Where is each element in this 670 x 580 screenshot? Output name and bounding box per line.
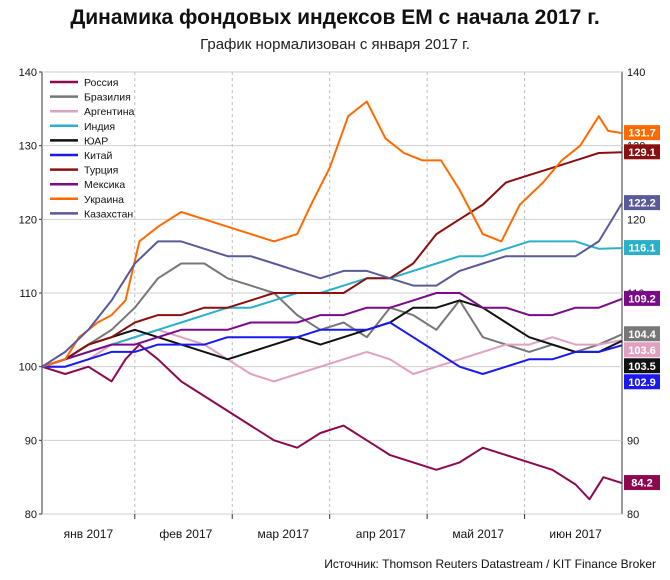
x-tick-label: апр 2017 bbox=[356, 527, 406, 541]
end-value-label: 104.4 bbox=[628, 329, 656, 341]
x-tick-label: мар 2017 bbox=[257, 527, 309, 541]
end-value-label: 109.2 bbox=[628, 293, 656, 305]
y-tick-label-left: 100 bbox=[19, 362, 37, 374]
legend-label: ЮАР bbox=[84, 135, 108, 147]
end-value-label: 122.2 bbox=[628, 198, 656, 210]
legend-label: Китай bbox=[84, 150, 113, 162]
end-value-label: 131.7 bbox=[628, 128, 656, 140]
end-value-badge bbox=[624, 326, 660, 342]
legend-label: Украина bbox=[84, 194, 124, 206]
end-value-label: 103.6 bbox=[628, 345, 656, 357]
series-line bbox=[41, 292, 623, 368]
series-line bbox=[41, 100, 623, 368]
series-line bbox=[41, 151, 623, 368]
x-tick-label: май 2017 bbox=[452, 527, 504, 541]
legend-label: Турция bbox=[84, 165, 118, 177]
y-tick-label-left: 90 bbox=[25, 435, 37, 447]
y-tick-label-right: 90 bbox=[627, 435, 639, 447]
x-tick-label: июн 2017 bbox=[549, 527, 602, 541]
series-line bbox=[41, 202, 623, 368]
end-value-label: 102.9 bbox=[628, 377, 656, 389]
chart-title: Динамика фондовых индексов EM с начала 2… bbox=[70, 6, 600, 29]
x-tick-label: фев 2017 bbox=[159, 527, 212, 541]
legend-label: Аргентина bbox=[84, 106, 135, 118]
y-tick-label-left: 140 bbox=[19, 67, 37, 79]
legend-label: Индия bbox=[84, 121, 115, 133]
y-tick-label-left: 130 bbox=[19, 141, 37, 153]
end-value-badge bbox=[624, 290, 660, 306]
x-tick-label: янв 2017 bbox=[64, 527, 114, 541]
end-value-badge bbox=[624, 374, 660, 390]
y-tick-label-left: 120 bbox=[19, 214, 37, 226]
end-value-badge bbox=[624, 195, 660, 211]
end-value-label: 84.2 bbox=[631, 478, 652, 490]
y-tick-label-left: 110 bbox=[19, 288, 37, 300]
y-tick-label-right: 140 bbox=[627, 67, 645, 79]
end-value-label: 129.1 bbox=[628, 147, 656, 159]
legend-label: Россия bbox=[84, 77, 118, 89]
chart-source: Источник: Thomson Reuters Datastream / K… bbox=[324, 557, 656, 571]
series-line bbox=[41, 240, 623, 368]
legend-label: Казахстан bbox=[84, 208, 133, 220]
end-value-badge bbox=[624, 358, 660, 374]
series-line bbox=[41, 299, 623, 368]
end-value-badge bbox=[624, 125, 660, 141]
series-line bbox=[41, 262, 623, 368]
end-value-badge bbox=[624, 144, 660, 160]
series-line bbox=[42, 321, 623, 375]
end-value-label: 116.1 bbox=[629, 243, 656, 255]
end-value-label: 103.5 bbox=[628, 361, 656, 373]
legend-label: Мексика bbox=[84, 179, 125, 191]
chart-subtitle: График нормализован с января 2017 г. bbox=[200, 36, 470, 53]
y-tick-label-left: 80 bbox=[25, 509, 37, 521]
end-value-badge bbox=[624, 475, 660, 491]
end-value-badge bbox=[624, 342, 660, 358]
y-tick-label-right: 80 bbox=[627, 509, 639, 521]
end-value-badge bbox=[624, 240, 660, 256]
legend-label: Бразилия bbox=[84, 92, 131, 104]
y-tick-label-right: 120 bbox=[627, 214, 645, 226]
